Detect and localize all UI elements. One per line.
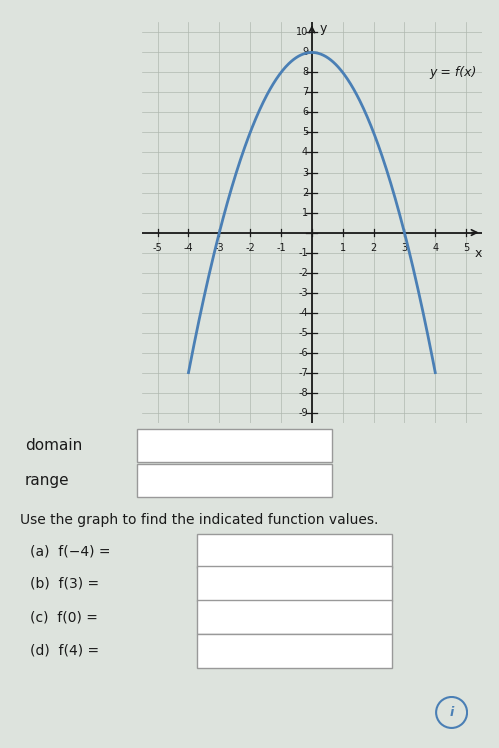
Text: -2: -2 (246, 242, 255, 253)
Text: domain: domain (25, 438, 82, 453)
Text: 1: 1 (302, 207, 308, 218)
Text: 6: 6 (302, 108, 308, 117)
Text: -4: -4 (184, 242, 193, 253)
Text: -9: -9 (298, 408, 308, 417)
Text: y = f(x): y = f(x) (429, 67, 477, 79)
Text: -5: -5 (153, 242, 163, 253)
Text: 2: 2 (302, 188, 308, 197)
Text: 4: 4 (432, 242, 438, 253)
Text: y: y (319, 22, 327, 35)
Text: Use the graph to find the indicated function values.: Use the graph to find the indicated func… (20, 513, 378, 527)
Text: -5: -5 (298, 328, 308, 337)
Text: (b)  f(3) =: (b) f(3) = (30, 577, 99, 590)
Text: -8: -8 (298, 387, 308, 398)
Text: (d)  f(4) =: (d) f(4) = (30, 644, 99, 657)
Text: -2: -2 (298, 268, 308, 278)
Text: 3: 3 (302, 168, 308, 177)
Text: -4: -4 (298, 307, 308, 318)
Text: i: i (450, 706, 454, 719)
Text: -3: -3 (298, 287, 308, 298)
Text: 1: 1 (340, 242, 346, 253)
Text: 9: 9 (302, 47, 308, 58)
Text: -7: -7 (298, 367, 308, 378)
Text: 7: 7 (302, 88, 308, 97)
Text: range: range (25, 473, 69, 488)
Text: 5: 5 (463, 242, 469, 253)
Text: -1: -1 (298, 248, 308, 257)
Text: 10: 10 (296, 28, 308, 37)
Text: -6: -6 (298, 348, 308, 358)
Text: -1: -1 (276, 242, 286, 253)
Text: 5: 5 (302, 127, 308, 138)
Text: 3: 3 (401, 242, 408, 253)
Text: 8: 8 (302, 67, 308, 78)
Text: 4: 4 (302, 147, 308, 158)
Text: x: x (475, 247, 482, 260)
Text: 2: 2 (370, 242, 377, 253)
Text: (c)  f(0) =: (c) f(0) = (30, 610, 98, 624)
Text: -3: -3 (215, 242, 224, 253)
Text: (a)  f(−4) =: (a) f(−4) = (30, 545, 110, 558)
